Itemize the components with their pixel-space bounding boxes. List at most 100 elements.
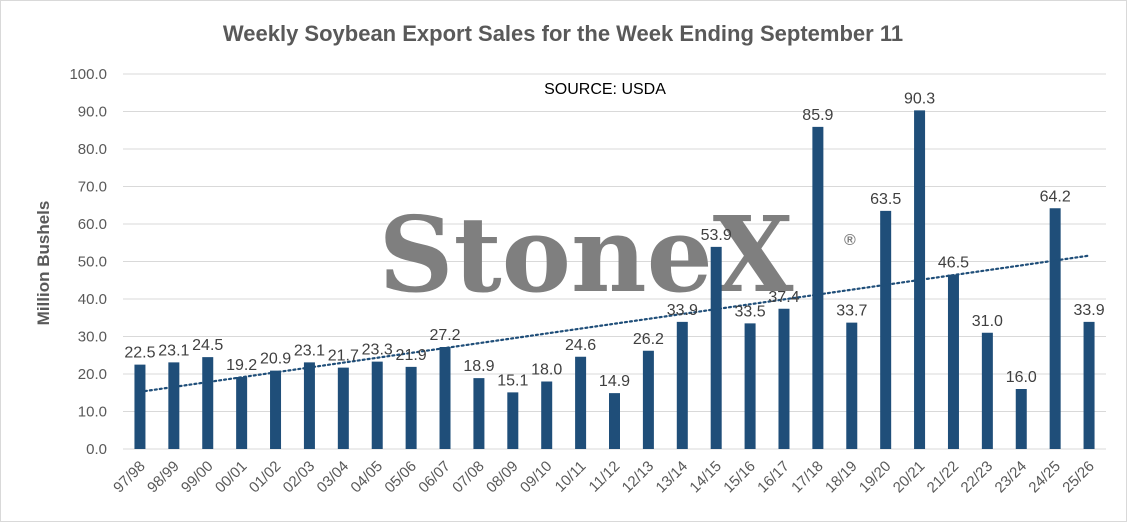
data-label: 14.9: [599, 373, 630, 390]
x-tick-label: 17/18: [788, 458, 827, 497]
bar: [880, 210, 892, 449]
x-tick-label: 16/17: [754, 458, 793, 497]
y-axis-label: Million Bushels: [34, 201, 53, 326]
bar: [676, 321, 688, 449]
data-label: 19.2: [226, 357, 257, 374]
x-tick-label: 14/15: [686, 458, 725, 497]
bar: [1015, 389, 1027, 449]
bar: [642, 350, 654, 449]
data-label: 24.5: [192, 337, 223, 354]
data-label: 26.2: [633, 331, 664, 348]
x-tick-label: 05/06: [381, 458, 420, 497]
x-tick-label: 24/25: [1025, 458, 1064, 497]
bar: [710, 246, 722, 449]
watermark-text: StoneX: [379, 193, 794, 316]
x-tick-label: 07/08: [449, 458, 488, 497]
data-label: 22.5: [124, 345, 155, 362]
bar: [270, 370, 282, 449]
bar: [778, 308, 790, 449]
chart-title: Weekly Soybean Export Sales for the Week…: [223, 21, 903, 46]
watermark-registered-mark: ®: [844, 232, 856, 249]
bar: [744, 323, 756, 449]
bar: [439, 347, 451, 449]
data-label: 24.6: [565, 337, 596, 354]
data-label: 15.1: [497, 372, 528, 389]
data-label: 33.9: [667, 302, 698, 319]
x-tick-label: 22/23: [958, 458, 997, 497]
y-tick-label: 70.0: [78, 179, 107, 196]
data-label: 21.9: [396, 347, 427, 364]
trendline-line: [138, 254, 1091, 393]
bar: [947, 274, 959, 449]
x-tick-label: 25/26: [1059, 458, 1098, 497]
data-label: 23.3: [362, 342, 393, 359]
bar: [609, 393, 620, 449]
bar: [202, 357, 214, 449]
data-label: 20.9: [260, 351, 291, 368]
bar: [371, 361, 383, 449]
x-tick-label: 97/98: [110, 458, 149, 497]
x-tick-label: 11/12: [586, 458, 624, 496]
bar: [812, 126, 824, 449]
data-label: 37.4: [768, 289, 799, 306]
bar: [303, 362, 315, 449]
data-label: 18.0: [531, 362, 562, 379]
data-label: 90.3: [904, 90, 935, 107]
data-label: 18.9: [463, 358, 494, 375]
data-label: 21.7: [328, 348, 359, 365]
bar: [473, 378, 485, 449]
y-tick-label: 40.0: [78, 291, 107, 308]
data-label: 31.0: [972, 313, 1003, 330]
x-tick-label: 18/19: [822, 458, 861, 497]
x-tick-label: 23/24: [992, 458, 1031, 497]
x-tick-label: 04/05: [347, 458, 386, 497]
y-tick-label: 0.0: [86, 441, 107, 458]
x-axis-ticks: 97/9898/9999/0000/0101/0202/0303/0404/05…: [110, 458, 1098, 497]
x-tick-label: 15/16: [720, 458, 759, 497]
y-axis-ticks: 0.0 10.0 20.0 30.0 40.0 50.0 60.0 70.0 80.0 90.0 1…: [69, 66, 107, 458]
x-tick-label: 01/02: [246, 458, 285, 497]
data-label: 64.2: [1040, 188, 1071, 205]
data-label: 33.9: [1073, 302, 1104, 319]
x-tick-label: 08/09: [483, 458, 522, 497]
x-tick-label: 13/14: [653, 458, 692, 497]
data-label: 53.9: [701, 227, 732, 244]
y-tick-label: 30.0: [78, 329, 107, 346]
source-annotation: SOURCE: USDA: [544, 81, 666, 98]
x-tick-label: 19/20: [856, 458, 895, 497]
bar: [507, 392, 519, 449]
data-label: 46.5: [938, 255, 969, 272]
y-tick-label: 90.0: [78, 104, 107, 121]
data-label: 63.5: [870, 191, 901, 208]
bar: [1049, 208, 1061, 449]
bars: [134, 110, 1095, 449]
y-tick-label: 100.0: [69, 66, 107, 83]
bar: [981, 332, 993, 449]
x-tick-label: 21/22: [924, 458, 963, 497]
bar: [134, 364, 146, 449]
trendline: [138, 254, 1091, 393]
bar: [168, 362, 180, 449]
data-label: 16.0: [1006, 369, 1037, 386]
data-label: 33.5: [735, 303, 766, 320]
x-tick-label: 99/00: [178, 458, 217, 497]
y-tick-label: 50.0: [78, 254, 107, 271]
y-tick-label: 20.0: [78, 366, 107, 383]
x-tick-label: 00/01: [212, 458, 251, 497]
y-tick-label: 10.0: [78, 404, 107, 421]
data-label: 23.1: [294, 342, 325, 359]
x-tick-label: 02/03: [280, 458, 319, 497]
x-tick-label: 06/07: [415, 458, 454, 497]
x-tick-label: 20/21: [890, 458, 929, 497]
y-tick-label: 80.0: [78, 141, 107, 158]
data-label: 85.9: [802, 107, 833, 124]
x-tick-label: 09/10: [517, 458, 556, 497]
x-tick-label: 12/13: [619, 458, 658, 497]
bar: [575, 356, 587, 449]
data-label: 33.7: [836, 303, 867, 320]
gridlines: [123, 73, 1106, 450]
y-tick-label: 60.0: [78, 216, 107, 233]
data-label: 23.1: [158, 342, 189, 359]
